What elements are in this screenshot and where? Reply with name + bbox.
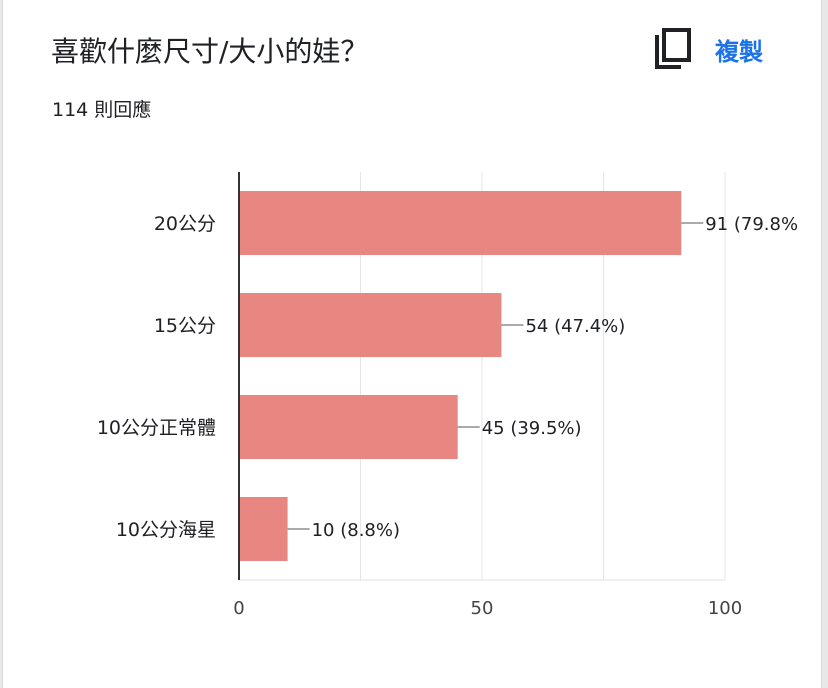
x-tick-label: 100 bbox=[708, 598, 742, 619]
x-tick-label: 0 bbox=[233, 598, 244, 619]
bar bbox=[239, 191, 682, 255]
copy-label: 複製 bbox=[715, 37, 763, 66]
category-label: 10公分海星 bbox=[116, 519, 216, 541]
x-tick-label: 50 bbox=[471, 598, 494, 619]
response-count: 114 則回應 bbox=[52, 99, 152, 121]
value-label: 45 (39.5%) bbox=[482, 418, 582, 439]
bar bbox=[239, 293, 502, 357]
value-label: 54 (47.4%) bbox=[525, 316, 625, 337]
category-label: 15公分 bbox=[154, 315, 216, 337]
bar bbox=[239, 497, 288, 561]
copy-button[interactable]: 複製 bbox=[653, 24, 763, 74]
value-label: 91 (79.8% bbox=[705, 214, 798, 235]
category-label: 10公分正常體 bbox=[97, 417, 216, 439]
copy-icon bbox=[655, 28, 691, 69]
question-title: 喜歡什麼尺寸/大小的娃？ bbox=[51, 35, 369, 68]
category-label: 20公分 bbox=[154, 213, 216, 235]
value-label: 10 (8.8%) bbox=[312, 520, 400, 541]
bar bbox=[239, 395, 458, 459]
